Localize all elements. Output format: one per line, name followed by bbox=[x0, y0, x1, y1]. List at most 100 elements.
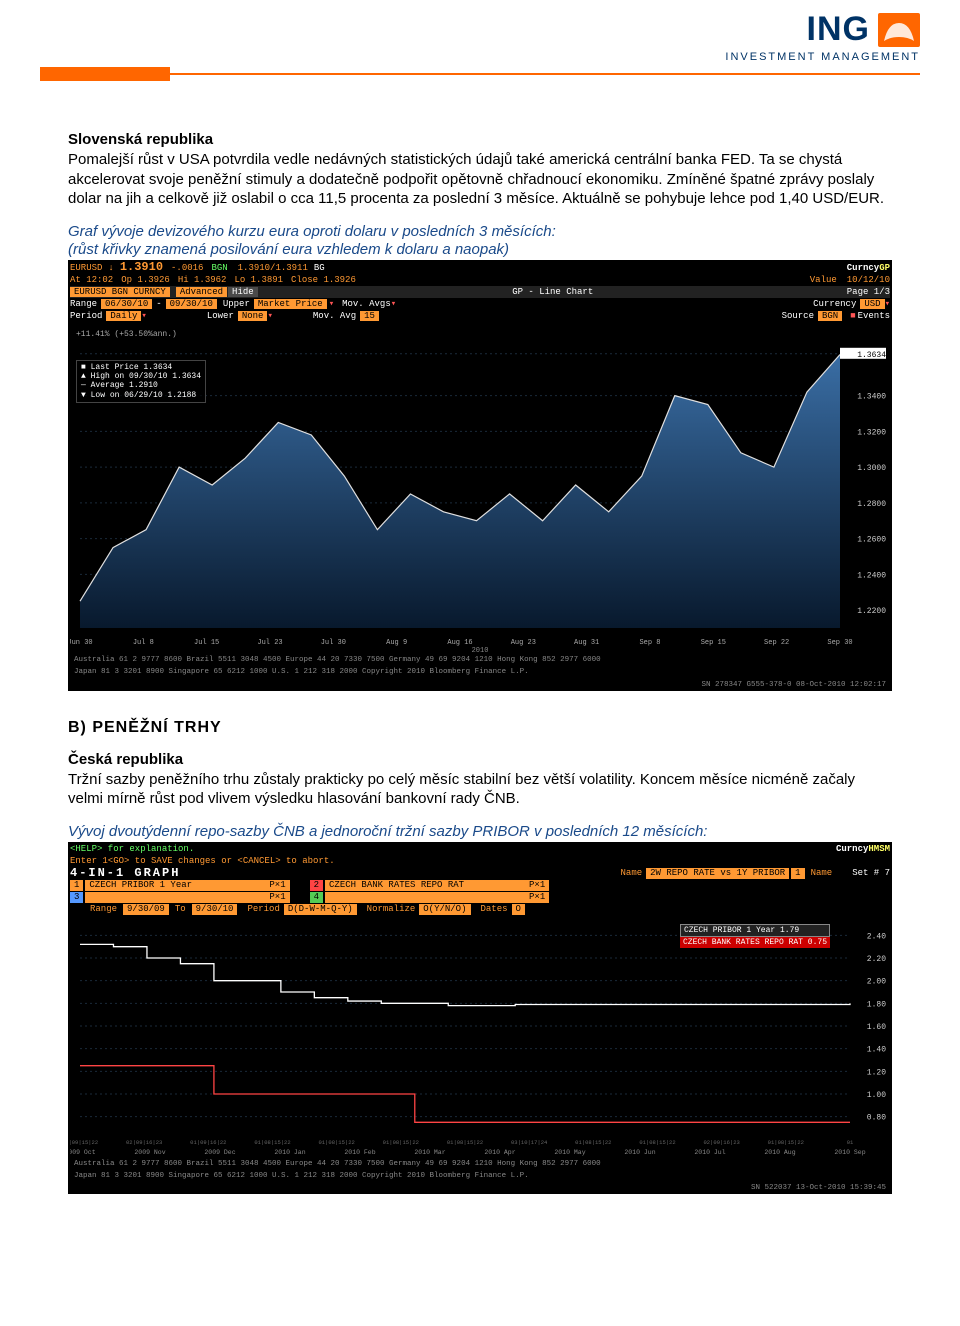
series1-idx: 1 bbox=[70, 880, 83, 890]
tab-advanced[interactable]: Advanced bbox=[176, 287, 227, 297]
chart1-caption: Graf vývoje devizového kurzu eura oproti… bbox=[68, 223, 892, 261]
lower-select[interactable]: None bbox=[238, 311, 268, 321]
svg-text:2009 Dec: 2009 Dec bbox=[204, 1149, 235, 1156]
svg-text:1.00: 1.00 bbox=[867, 1091, 886, 1100]
brand-logo: ING INVESTMENT MANAGEMENT bbox=[725, 10, 920, 63]
svg-text:1.3200: 1.3200 bbox=[857, 428, 886, 437]
svg-text:01|08|15|22: 01|08|15|22 bbox=[383, 1139, 419, 1146]
svg-text:01|08|15|22: 01|08|15|22 bbox=[319, 1139, 355, 1146]
upper-label: Upper bbox=[223, 299, 250, 309]
svg-text:Sep 22: Sep 22 bbox=[764, 639, 789, 647]
svg-text:2.00: 2.00 bbox=[867, 977, 886, 986]
svg-text:2010 Sep: 2010 Sep bbox=[834, 1149, 865, 1156]
arrow-down-icon: ↓ bbox=[108, 263, 113, 273]
svg-text:Aug 31: Aug 31 bbox=[574, 639, 599, 647]
movavg-n[interactable]: 15 bbox=[360, 311, 379, 321]
t2-footer1: Australia 61 2 9777 8600 Brazil 5511 304… bbox=[70, 1158, 890, 1170]
bloomberg-terminal-rates: <HELP> for explanation. CurncyHMSM Enter… bbox=[68, 842, 892, 1195]
rates-chart: 2.402.202.001.801.601.401.201.000.802009… bbox=[70, 918, 890, 1158]
t1-bidask: 1.3910/1.3911 bbox=[238, 263, 308, 273]
movavgs-label: Mov. Avgs bbox=[342, 299, 391, 309]
svg-text:01|08|15|22: 01|08|15|22 bbox=[639, 1139, 675, 1146]
period-label: Period bbox=[70, 311, 102, 321]
series3-idx: 3 bbox=[70, 892, 83, 902]
svg-text:1.20: 1.20 bbox=[867, 1068, 886, 1077]
svg-text:2010 Jul: 2010 Jul bbox=[694, 1149, 725, 1156]
graph-name[interactable]: 2W REPO RATE vs 1Y PRIBOR bbox=[646, 868, 789, 878]
svg-text:Jun 30: Jun 30 bbox=[70, 639, 93, 647]
page-header: ING INVESTMENT MANAGEMENT bbox=[0, 0, 960, 63]
t1-product: CurncyGP bbox=[847, 263, 890, 273]
range-from-2[interactable]: 9/30/09 bbox=[123, 904, 169, 914]
svg-text:2010 May: 2010 May bbox=[554, 1149, 585, 1156]
range-from[interactable]: 06/30/10 bbox=[101, 299, 152, 309]
dropdown-icon[interactable]: ▾ bbox=[141, 311, 146, 321]
svg-text:1.3400: 1.3400 bbox=[857, 393, 886, 402]
chart1-caption-l2: (růst křivky znamená posilování eura vzh… bbox=[68, 241, 509, 258]
series3-name[interactable] bbox=[85, 892, 265, 902]
source-select[interactable]: BGN bbox=[818, 311, 842, 321]
series3-px: P×1 bbox=[265, 892, 289, 902]
rates-chart-svg: 2.402.202.001.801.601.401.201.000.802009… bbox=[70, 918, 890, 1158]
normalize-label: Normalize bbox=[367, 904, 416, 914]
set-label: Set # 7 bbox=[852, 868, 890, 878]
dropdown-icon[interactable]: ▾ bbox=[885, 299, 890, 309]
t1-page: Page 1/3 bbox=[847, 287, 890, 297]
section-a-title: Slovenská republika bbox=[68, 131, 892, 148]
source-label: Source bbox=[782, 311, 814, 321]
t2-title: 4-IN-1 GRAPH bbox=[70, 867, 180, 881]
series4-name[interactable] bbox=[325, 892, 525, 902]
lower-label: Lower bbox=[207, 311, 234, 321]
period-select-2[interactable]: D(D-W-M-Q-Y) bbox=[284, 904, 357, 914]
svg-text:01|08|15|22: 01|08|15|22 bbox=[447, 1139, 483, 1146]
series2-idx: 2 bbox=[310, 880, 323, 890]
svg-text:1.3634: 1.3634 bbox=[857, 351, 886, 360]
bloomberg-terminal-eurusd: EURUSD ↓ 1.3910 -.0016 BGN 1.3910/1.3911… bbox=[68, 260, 892, 691]
page-content: Slovenská republika Pomalejší růst v USA… bbox=[0, 81, 960, 1224]
svg-text:2.40: 2.40 bbox=[867, 932, 886, 941]
svg-text:Jul 30: Jul 30 bbox=[321, 639, 346, 647]
series4-idx: 4 bbox=[310, 892, 323, 902]
tab-hide[interactable]: Hide bbox=[228, 287, 258, 297]
dates-label: Dates bbox=[481, 904, 508, 914]
dropdown-icon[interactable]: ▾ bbox=[329, 299, 334, 309]
t1-hi: Hi 1.3962 bbox=[178, 275, 227, 285]
chart2-caption: Vývoj dvoutýdenní repo-sazby ČNB a jedno… bbox=[68, 823, 892, 842]
series2-name[interactable]: CZECH BANK RATES REPO RAT bbox=[325, 880, 525, 890]
svg-text:2.20: 2.20 bbox=[867, 955, 886, 964]
name-label-2: Name bbox=[811, 868, 833, 878]
svg-text:1.2200: 1.2200 bbox=[857, 607, 886, 616]
t1-symbol[interactable]: EURUSD BGN CURNCY bbox=[70, 287, 170, 297]
range-label: Range bbox=[70, 299, 97, 309]
dates-select[interactable]: O bbox=[512, 904, 525, 914]
svg-text:Aug 16: Aug 16 bbox=[447, 639, 472, 647]
chart2-legend: CZECH PRIBOR 1 Year 1.79 CZECH BANK RATE… bbox=[680, 924, 830, 948]
svg-text:01|08|15|22: 01|08|15|22 bbox=[575, 1139, 611, 1146]
t1-close: Close 1.3926 bbox=[291, 275, 356, 285]
upper-select[interactable]: Market Price bbox=[254, 299, 327, 309]
range-to-2[interactable]: 9/30/10 bbox=[192, 904, 238, 914]
brand-subline: INVESTMENT MANAGEMENT bbox=[725, 51, 920, 63]
svg-text:Aug 23: Aug 23 bbox=[511, 639, 536, 647]
t1-chart-type: GP - Line Chart bbox=[259, 287, 847, 297]
currency-select[interactable]: USD bbox=[860, 299, 884, 309]
normalize-select[interactable]: O(Y/N/O) bbox=[419, 904, 470, 914]
svg-text:02|09|16|23: 02|09|16|23 bbox=[704, 1139, 740, 1146]
svg-text:01: 01 bbox=[847, 1139, 854, 1146]
svg-text:Jul 23: Jul 23 bbox=[257, 639, 282, 647]
events-checkbox[interactable]: ■ bbox=[850, 311, 855, 321]
range-to[interactable]: 09/30/10 bbox=[166, 299, 217, 309]
svg-text:2010: 2010 bbox=[472, 647, 489, 654]
header-rule bbox=[40, 67, 920, 81]
events-label: Events bbox=[858, 311, 890, 321]
svg-text:01|09|15|22: 01|09|15|22 bbox=[70, 1139, 98, 1146]
svg-text:Aug 9: Aug 9 bbox=[386, 639, 407, 647]
t1-bg: BG bbox=[314, 263, 325, 273]
chart1-annotation: +11.41% (+53.50%ann.) bbox=[76, 330, 177, 339]
series1-name[interactable]: CZECH PRIBOR 1 Year bbox=[85, 880, 265, 890]
dropdown-icon[interactable]: ▾ bbox=[267, 311, 272, 321]
period-select[interactable]: Daily bbox=[106, 311, 141, 321]
svg-text:1.2400: 1.2400 bbox=[857, 571, 886, 580]
dropdown-icon[interactable]: ▾ bbox=[391, 299, 396, 309]
svg-text:1.60: 1.60 bbox=[867, 1023, 886, 1032]
